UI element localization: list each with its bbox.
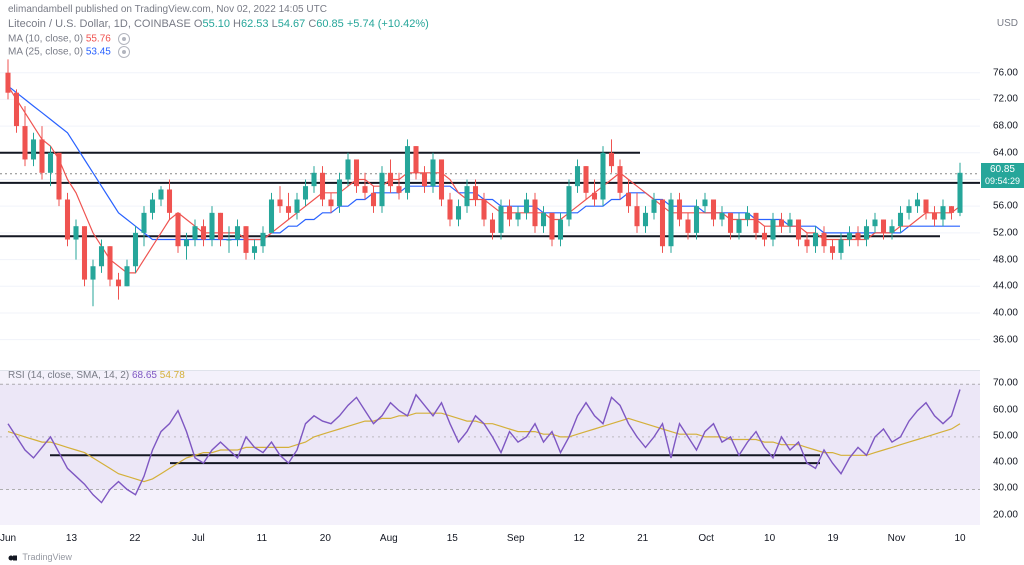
time-axis[interactable]: Jun 13 22 Jul 11 20 Aug 15 Sep 12 21 Oct 10 19 Nov 10 (0, 533, 980, 551)
rsi-sma-value: 54.78 (160, 370, 185, 381)
countdown: 09:54:29 (985, 176, 1020, 187)
time-tick: 21 (637, 533, 648, 544)
rsi-tick: 70.00 (993, 378, 1018, 389)
rsi-legend: RSI (14, close, SMA, 14, 2) 68.65 54.78 (8, 370, 185, 381)
price-tick: 36.00 (993, 334, 1018, 345)
price-tick: 68.00 (993, 121, 1018, 132)
price-axis[interactable]: USD 76.0072.0068.0064.0060.0056.0052.004… (980, 18, 1024, 358)
time-tick: 10 (764, 533, 775, 544)
time-tick: 11 (257, 533, 267, 544)
rsi-tick: 60.00 (993, 404, 1018, 415)
rsi-tick: 30.00 (993, 483, 1018, 494)
rsi-axis[interactable]: 70.00 60.00 50.00 40.00 30.00 20.00 (980, 370, 1024, 525)
price-tick: 40.00 (993, 307, 1018, 318)
rsi-tick: 40.00 (993, 457, 1018, 468)
watermark: TradingView (8, 552, 72, 563)
price-tick: 76.00 (993, 67, 1018, 78)
price-tick: 44.00 (993, 281, 1018, 292)
rsi-pane[interactable] (0, 370, 980, 525)
tradingview-logo-icon (8, 553, 18, 563)
price-tick: 52.00 (993, 227, 1018, 238)
time-tick: 22 (129, 533, 140, 544)
time-tick: 10 (954, 533, 965, 544)
time-tick: 12 (574, 533, 585, 544)
publish-header: elimandambell published on TradingView.c… (8, 4, 327, 15)
rsi-value: 68.65 (132, 370, 157, 381)
price-chart[interactable] (0, 18, 980, 358)
time-tick: 15 (447, 533, 458, 544)
time-tick: 20 (320, 533, 331, 544)
price-tick: 56.00 (993, 201, 1018, 212)
time-tick: Jul (192, 533, 205, 544)
rsi-tick: 50.00 (993, 430, 1018, 441)
publisher-name: elimandambell (8, 4, 72, 15)
time-tick: Aug (380, 533, 398, 544)
price-tick: 64.00 (993, 147, 1018, 158)
watermark-text: TradingView (22, 552, 72, 562)
last-price: 60.85 (985, 164, 1020, 176)
time-tick: 19 (828, 533, 839, 544)
axis-unit: USD (997, 18, 1018, 29)
time-tick: Oct (698, 533, 714, 544)
time-tick: Nov (888, 533, 906, 544)
chart-container: elimandambell published on TradingView.c… (0, 0, 1024, 565)
time-tick: Sep (507, 533, 525, 544)
rsi-tick: 20.00 (993, 509, 1018, 520)
time-tick: Jun (0, 533, 16, 544)
price-tick: 72.00 (993, 94, 1018, 105)
price-tick: 48.00 (993, 254, 1018, 265)
rsi-chart[interactable] (0, 371, 980, 526)
rsi-label: RSI (14, close, SMA, 14, 2) (8, 370, 129, 381)
time-tick: 13 (66, 533, 77, 544)
published-on: published on TradingView.com (75, 4, 210, 15)
publish-timestamp: Nov 02, 2022 14:05 UTC (216, 4, 327, 15)
last-price-tag: 60.85 09:54:29 (981, 163, 1024, 188)
